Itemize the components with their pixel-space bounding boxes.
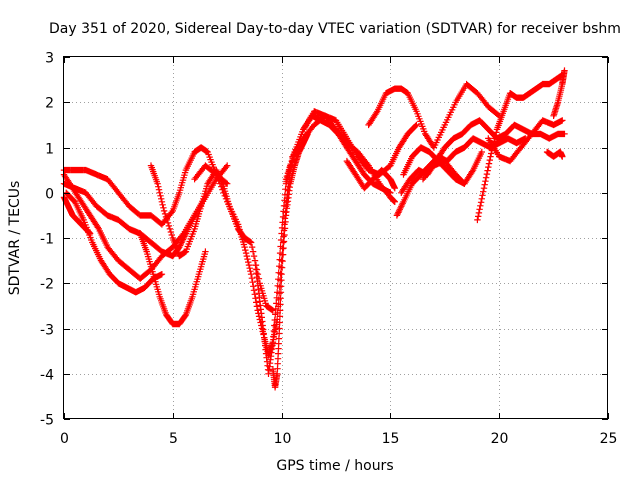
- x-tick-label: 25: [600, 431, 618, 447]
- data-layer: [60, 67, 568, 391]
- y-tick-label: 0: [45, 187, 54, 203]
- y-tick-label: -2: [40, 277, 54, 293]
- y-axis-title: SDTVAR / TECUs: [7, 181, 23, 296]
- data-markers: [543, 148, 566, 160]
- x-tick-label: 15: [382, 431, 400, 447]
- series-trace-15: [365, 80, 503, 151]
- data-markers: [550, 67, 568, 119]
- y-tick-label: -3: [40, 323, 54, 339]
- plot-frame: [63, 56, 608, 419]
- chart-title: Day 351 of 2020, Sidereal Day-to-day VTE…: [49, 21, 621, 37]
- series-trace-23: [550, 67, 568, 119]
- ticks-layer: 0 5 10 15 20 25 -5 -4 -3 -2 -1 0 1 2 3: [40, 51, 617, 448]
- x-tick-label: 5: [169, 431, 178, 447]
- data-markers: [485, 117, 566, 165]
- data-markers: [343, 157, 398, 192]
- series-trace-13: [300, 108, 398, 205]
- y-tick-label: -4: [40, 368, 54, 384]
- series-trace-21: [485, 117, 566, 165]
- y-tick-label: 3: [45, 51, 54, 67]
- series-trace-19: [419, 157, 468, 187]
- data-markers: [365, 80, 503, 151]
- y-tick-label: -1: [40, 232, 54, 248]
- x-tick-label: 10: [274, 431, 292, 447]
- x-tick-label: 0: [60, 431, 69, 447]
- y-tick-label: 2: [45, 96, 54, 112]
- x-axis-title: GPS time / hours: [276, 458, 393, 474]
- series-trace-22: [543, 148, 566, 160]
- y-tick-label: 1: [45, 142, 54, 158]
- series-trace-14: [343, 157, 398, 192]
- series-trace-7: [137, 230, 209, 328]
- data-markers: [419, 157, 468, 187]
- series-trace-20: [474, 71, 566, 224]
- x-tick-label: 20: [491, 431, 509, 447]
- data-markers: [474, 71, 566, 224]
- data-markers: [137, 230, 209, 328]
- y-tick-label: -5: [40, 413, 54, 429]
- data-markers: [300, 108, 398, 205]
